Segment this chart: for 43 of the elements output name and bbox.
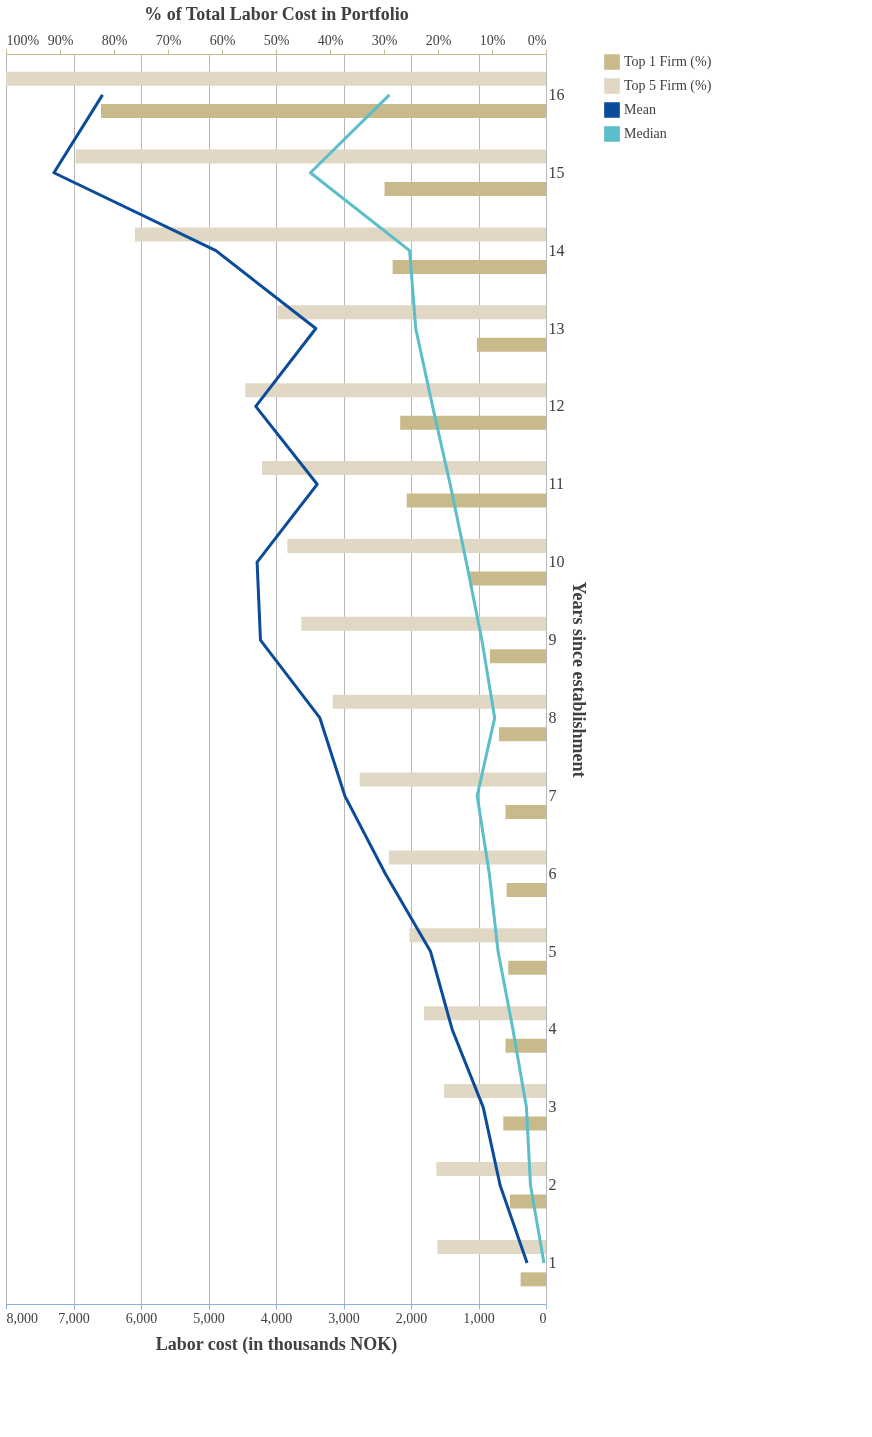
x-tick-label: 2,000	[395, 1310, 428, 1326]
x-tick-label: 6,000	[125, 1310, 158, 1326]
x2-tick-label: 100%	[6, 32, 40, 48]
y-tick-label: 12	[548, 397, 565, 415]
legend-label: Mean	[624, 102, 656, 117]
x-tick-label: 5,000	[193, 1310, 225, 1326]
x-tick-label: 0	[539, 1310, 547, 1326]
legend-label: Median	[624, 126, 667, 141]
legend-label: Top 5 Firm (%)	[624, 78, 712, 94]
x-tick-label: 3,000	[328, 1310, 360, 1326]
y-tick-label: 11	[548, 475, 564, 493]
legend-label: Top 1 Firm (%)	[624, 54, 712, 70]
x2-axis-title: % of Total Labor Cost in Portfolio	[144, 3, 409, 24]
x2-tick-label: 50%	[263, 32, 290, 48]
y-tick-label: 4	[548, 1020, 557, 1038]
x2-tick-label: 20%	[425, 32, 452, 48]
y-tick-label: 7	[548, 786, 557, 804]
y-tick-label: 15	[548, 163, 565, 181]
x2-tick-label: 10%	[479, 32, 506, 48]
y-tick-label: 13	[548, 319, 565, 337]
x2-tick-label: 0%	[527, 32, 547, 48]
y-tick-label: 2	[548, 1176, 557, 1194]
y-tick-label: 8	[548, 708, 557, 726]
y-tick-label: 14	[548, 241, 565, 259]
x2-tick-label: 80%	[101, 32, 128, 48]
x-tick-label: 7,000	[58, 1310, 90, 1326]
x-tick-label: 1,000	[463, 1310, 495, 1326]
y-tick-label: 1	[548, 1254, 557, 1272]
x-tick-label: 8,000	[6, 1310, 38, 1326]
x2-tick-label: 70%	[155, 32, 182, 48]
y-tick-label: 16	[548, 85, 565, 103]
y-tick-label: 9	[548, 631, 557, 649]
y-axis-title: Years since establishment	[568, 581, 589, 778]
x-axis-title: Labor cost (in thousands NOK)	[155, 1333, 398, 1355]
x2-tick-label: 40%	[317, 32, 344, 48]
y-tick-label: 5	[548, 942, 557, 960]
x2-tick-label: 60%	[209, 32, 236, 48]
y-tick-label: 6	[548, 864, 557, 882]
y-tick-label: 3	[548, 1098, 557, 1116]
x2-tick-label: 30%	[371, 32, 398, 48]
y-tick-label: 10	[548, 553, 565, 571]
x-tick-label: 4,000	[260, 1310, 293, 1326]
x2-tick-label: 90%	[47, 32, 74, 48]
